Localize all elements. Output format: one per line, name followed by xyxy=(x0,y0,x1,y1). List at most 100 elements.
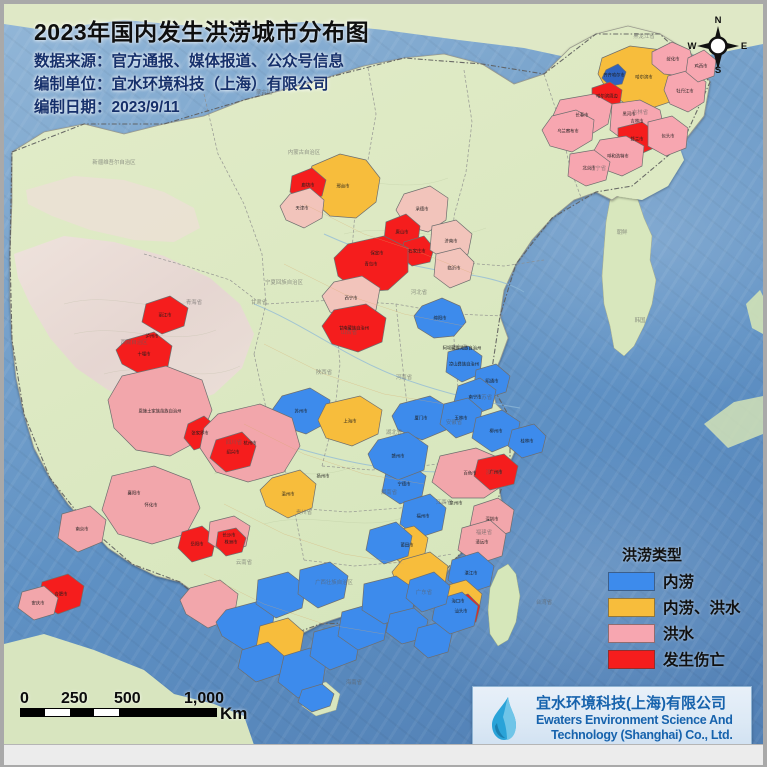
flood-region-haikou xyxy=(297,683,335,713)
city-label: 甘南藏族自治州 xyxy=(339,325,369,332)
city-label: 鸡西市 xyxy=(695,63,709,70)
city-label: 北京市 xyxy=(583,165,597,172)
city-label: 十堰市 xyxy=(138,351,152,358)
province-label: 湖南省 xyxy=(381,488,398,496)
city-label: 舒兰市 xyxy=(631,136,645,143)
ewaters-water-drop-icon xyxy=(492,697,516,740)
legend-swatch-hongshui xyxy=(608,623,655,643)
city-label: 绍兴市 xyxy=(227,449,241,456)
city-label: 包头市 xyxy=(662,133,676,140)
province-label: 山西省 xyxy=(341,328,358,336)
scale-bar-graphic xyxy=(20,708,217,717)
province-label: 安徽省 xyxy=(446,418,463,426)
flood-region-hohhot xyxy=(279,187,325,229)
province-label: 甘肃省 xyxy=(251,298,268,306)
legend-swatch-casualty xyxy=(608,649,655,669)
flood-region-group-north xyxy=(279,153,475,353)
city-label: 青岛市 xyxy=(365,261,379,268)
province-label: 新疆维吾尔自治区 xyxy=(92,158,136,166)
compiling-date-line: 编制日期：2023/9/11 xyxy=(34,98,180,116)
legend-item-neilao-hongshui[interactable]: 内涝、洪水 xyxy=(608,596,741,618)
city-label: 杭州市 xyxy=(244,440,258,447)
city-label: 百色市 xyxy=(464,470,478,477)
flood-region-xingtai xyxy=(321,303,387,353)
legend-title: 洪涝类型 xyxy=(622,547,683,564)
province-label: 贵州省 xyxy=(296,508,313,516)
compass-rose: N S W E xyxy=(688,15,748,76)
legend-item-casualty[interactable]: 发生伤亡 xyxy=(608,648,741,670)
city-label: 丽江市 xyxy=(159,312,173,319)
flood-region-tianjin xyxy=(433,247,475,289)
compass-west-label: W xyxy=(688,41,697,52)
province-label: 黑龙江省 xyxy=(633,32,655,40)
province-label: 朝鲜 xyxy=(617,228,628,236)
compiling-org-line: 编制单位：宜水环境科技（上海）有限公司 xyxy=(34,75,329,93)
city-label: 呼和浩特市 xyxy=(607,153,629,160)
city-label: 张家界市 xyxy=(191,430,209,437)
scale-unit-label: Km xyxy=(220,704,248,723)
legend-label-neilao-hongshui: 内涝、洪水 xyxy=(663,600,741,617)
legend: 洪涝类型 内涝 内涝、洪水 洪水 发生伤亡 xyxy=(608,544,741,674)
legend-label-neilao: 内涝 xyxy=(663,574,695,591)
city-label: 乌兰察布市 xyxy=(557,128,579,135)
company-logo-box[interactable]: 宜水环境科技(上海)有限公司 Ewaters Environment Scien… xyxy=(472,686,752,752)
city-label: 济南市 xyxy=(445,238,459,245)
compass-south-label: S xyxy=(715,65,721,76)
scale-tick-0: 0 xyxy=(20,690,29,707)
province-label: 吉林省 xyxy=(632,108,649,116)
city-label: 黑河市 xyxy=(623,111,637,118)
flood-region-qiqihar xyxy=(601,63,627,87)
province-label: 广西壮族自治区 xyxy=(315,578,353,586)
city-label: 恩施土家族苗族自治州 xyxy=(139,408,182,415)
city-label: 齐齐哈尔市 xyxy=(603,72,625,79)
city-label: 海口市 xyxy=(452,598,466,605)
scale-tick-500: 500 xyxy=(114,690,141,707)
flood-region-dandong xyxy=(567,149,611,187)
city-label: 临沂市 xyxy=(448,265,462,272)
city-label: 汕头市 xyxy=(455,608,469,615)
city-label: 长沙市 xyxy=(223,532,237,539)
city-label: 安庆市 xyxy=(32,600,46,607)
legend-label-casualty: 发生伤亡 xyxy=(663,652,726,669)
city-label: 温州市 xyxy=(282,491,296,498)
legend-swatch-neilao xyxy=(608,571,655,591)
city-label: 清远市 xyxy=(476,539,490,546)
flood-region-jinan xyxy=(413,297,467,339)
city-label: 哈尔滨周边 xyxy=(596,93,618,100)
company-name-block: 宜水环境科技(上海)有限公司 Ewaters Environment Scien… xyxy=(536,695,733,743)
city-label: 石家庄市 xyxy=(408,248,426,255)
flood-region-hefei xyxy=(391,395,451,441)
city-label: 赣州市 xyxy=(392,453,406,460)
company-name-cn: 宜水环境科技(上海)有限公司 xyxy=(536,695,726,713)
city-label: 天津市 xyxy=(296,205,310,212)
city-label: 宁德市 xyxy=(398,481,412,488)
province-label: 福建省 xyxy=(476,528,493,536)
map-canvas[interactable]: 黑龙江省 吉林省 辽宁省 内蒙古自治区 新疆维吾尔自治区 西藏自治区 青海省 甘肃省 山西省 河北… xyxy=(4,4,763,745)
province-label: 青海省 xyxy=(186,298,203,306)
province-label: 陕西省 xyxy=(316,368,333,376)
province-label: 河北省 xyxy=(411,288,428,296)
flood-region-xiangyang xyxy=(317,395,383,447)
flood-region-jixi xyxy=(685,49,717,83)
city-label: 保定市 xyxy=(371,250,385,257)
flood-region-zhaotong xyxy=(177,525,217,563)
city-label: 长春市 xyxy=(576,112,590,119)
flood-region-ningde xyxy=(457,519,507,565)
legend-item-neilao[interactable]: 内涝 xyxy=(608,570,741,592)
city-label: 牡丹江市 xyxy=(676,88,694,95)
flood-region-group-south xyxy=(179,561,479,713)
city-label: 扬州市 xyxy=(317,473,331,480)
flood-region-guilin xyxy=(297,561,349,609)
city-label: 岳阳市 xyxy=(191,541,205,548)
city-label: 苏州市 xyxy=(295,408,309,415)
city-label: 莆田市 xyxy=(401,542,415,549)
scale-tick-1000: 1,000 xyxy=(184,690,225,707)
city-label: 南京市 xyxy=(76,526,90,533)
legend-item-hongshui[interactable]: 洪水 xyxy=(608,622,741,644)
province-label: 江西省 xyxy=(436,498,453,506)
flood-region-luzhou-red xyxy=(215,527,247,557)
compass-east-label: E xyxy=(741,41,747,52)
scale-tick-250: 250 xyxy=(61,690,88,707)
